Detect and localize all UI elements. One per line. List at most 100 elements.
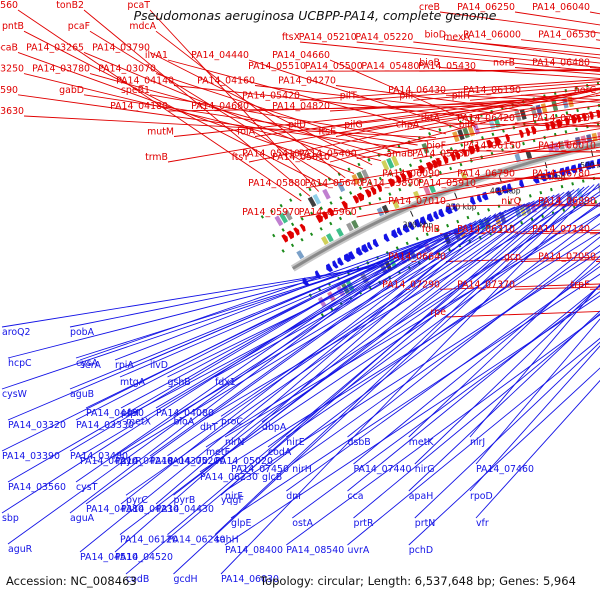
label-layer: PA14_02560 tonB2 pcaT pntB pcaF mdcA pcaB PA14_… (0, 0, 596, 585)
feature-block (376, 207, 385, 217)
leader-layer (1, 9, 600, 575)
gene-arrow (420, 216, 427, 225)
reverse-gene-label: PA14_05020 (215, 456, 273, 467)
reverse-gene-label: cysA (76, 358, 99, 369)
accession-text: Accession: NC_008463 (6, 574, 137, 588)
forward-gene-label: PA14_05480 (361, 61, 419, 72)
feature-block (392, 200, 400, 210)
label-leader-line (347, 337, 600, 546)
forward-gene-label: PA14_06530 (538, 30, 596, 41)
label-leader-line (305, 138, 600, 189)
reverse-gene-label: glpE (231, 518, 252, 529)
reverse-gene-label: pyrR (120, 456, 142, 467)
gene-arrow (299, 223, 306, 232)
forward-gene-label: PA14_05960 (299, 207, 357, 218)
label-leader-line (125, 185, 590, 575)
forward-gene-label: PA14_06480 (532, 58, 590, 69)
forward-gene-label: ilvA1 (145, 50, 168, 61)
forward-gene-label: PA14_05890 (361, 178, 419, 189)
reverse-gene-label: PA14_06240 (168, 535, 226, 546)
reverse-gene-label: nirF (225, 491, 243, 502)
forward-gene-label: PA14_03265 (26, 42, 84, 53)
forward-gene-label: PA14_07370 (457, 279, 515, 290)
gene-arrow (477, 194, 483, 203)
label-leader-line (413, 84, 600, 101)
gene-arrow (452, 203, 458, 212)
forward-gene-label: tktA (421, 113, 441, 124)
reverse-gene-label: PA14_07460 (476, 464, 534, 475)
forward-gene-label: PA14_05510 (248, 61, 306, 72)
label-leader-line (347, 285, 600, 492)
label-leader-line (356, 172, 600, 218)
label-leader-line (299, 114, 600, 160)
forward-gene-label: pilU (288, 120, 306, 131)
reverse-gene-label: cca (348, 491, 364, 502)
label-leader-line (205, 194, 600, 448)
reverse-gene-label: vfr (476, 518, 489, 529)
gene-arrow (400, 172, 407, 182)
feature-block (462, 127, 470, 139)
label-leader-line (149, 9, 320, 192)
reverse-gene-label: sahH (215, 535, 239, 546)
forward-gene-label: PA14_06000 (463, 30, 521, 41)
forward-gene-label: ftsY (232, 152, 250, 163)
gene-arrow (435, 158, 442, 167)
label-leader-line (224, 213, 600, 438)
gene-arrow (352, 195, 359, 204)
gene-arrow (525, 127, 530, 137)
feature-block (413, 190, 421, 200)
gene-arrow (293, 227, 300, 236)
reverse-gene-label: PA14_03560 (8, 482, 66, 493)
reverse-gene-label: aguR (8, 544, 33, 555)
label-leader-line (413, 128, 600, 160)
gene-arrow (332, 260, 339, 269)
reverse-gene-label: PA14_04370 (150, 456, 208, 467)
reverse-gene-label: pobA (70, 327, 95, 338)
gene-arrow (552, 169, 558, 179)
forward-gene-label: PA14_05400 (299, 149, 357, 160)
forward-gene-label: PA14_06890 (538, 196, 596, 207)
gene-arrow (570, 115, 577, 124)
kbp-tick-label: 300 kbp (403, 221, 434, 230)
label-leader-line (220, 199, 540, 417)
forward-gene-label: bioD (424, 30, 446, 41)
gene-arrow (450, 152, 456, 162)
reverse-gene-label: PA14_06030 (221, 574, 279, 585)
feature-block (452, 131, 460, 143)
label-leader-line (230, 231, 600, 465)
label-leader-line (408, 367, 600, 546)
forward-gene-label: PA14_04820 (272, 101, 330, 112)
gene-arrow (425, 161, 434, 171)
label-leader-line (224, 250, 600, 492)
gene-arrow (530, 126, 537, 135)
label-leader-line (7, 237, 434, 545)
forward-gene-label: pilG (344, 120, 362, 131)
forward-gene-label: PA14_05910 (418, 178, 476, 189)
reverse-gene-label: codB (126, 574, 149, 585)
label-leader-line (119, 197, 545, 457)
label-leader-line (362, 146, 600, 189)
kbp-tick-label: 350 kbp (446, 203, 477, 212)
feature-block (519, 109, 527, 120)
label-leader-line (173, 93, 577, 137)
label-leader-line (469, 283, 600, 438)
gene-arrow (315, 214, 323, 223)
gene-arrow (327, 208, 334, 217)
reverse-gene-label: PA14_03320 (8, 420, 66, 431)
label-leader-line (23, 73, 382, 162)
reverse-gene-label: gshB (168, 377, 191, 388)
forward-gene-label: PA14_05220 (355, 32, 413, 43)
forward-gene-label: nirQ (501, 196, 521, 207)
label-leader-line (419, 104, 600, 130)
reverse-gene-label: dnr (286, 491, 302, 502)
forward-gene-label: pilI (399, 90, 413, 101)
reverse-gene-label: uvrA (348, 545, 370, 556)
gene-arrow (281, 234, 289, 243)
forward-gene-label: PA14_05430 (418, 61, 476, 72)
forward-gene-label: PA14_02560 (0, 0, 18, 11)
reverse-gene-label: metF (206, 447, 230, 458)
forward-gene-label: PA14_05420 (242, 90, 300, 101)
forward-gene-label: pcaB (0, 42, 18, 53)
forward-gene-label: norB (493, 58, 515, 69)
feature-block (279, 212, 288, 224)
